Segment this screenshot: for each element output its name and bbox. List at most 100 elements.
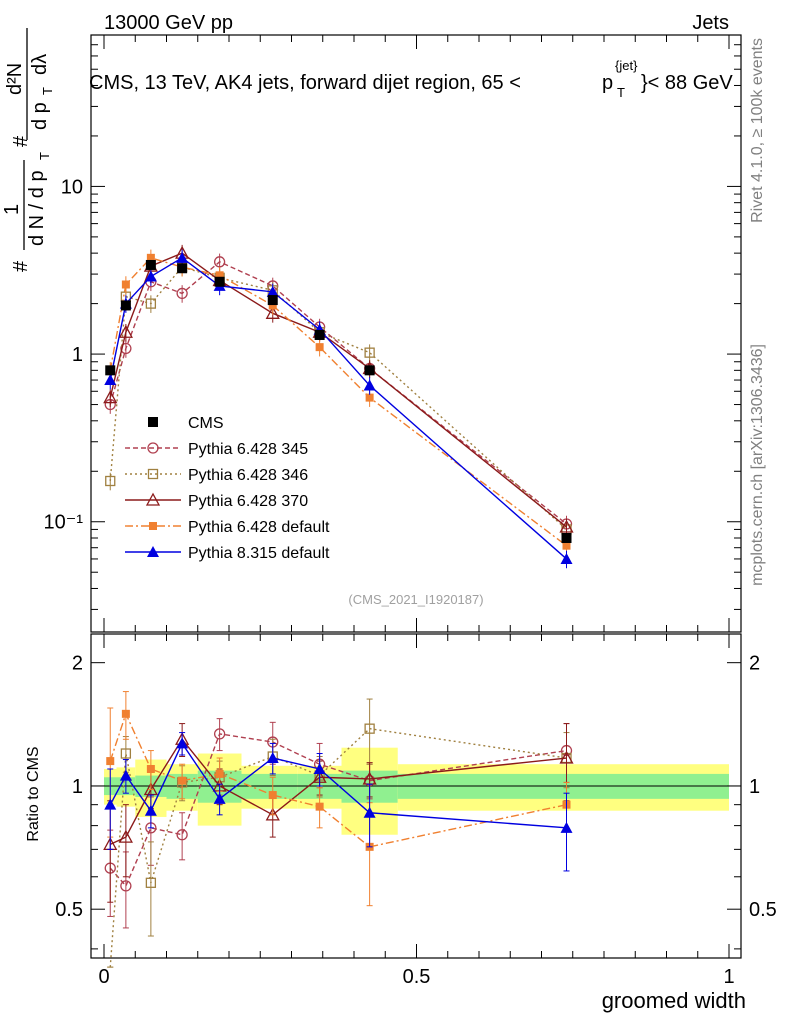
series-line-main	[109, 252, 567, 528]
data-point-main	[266, 285, 279, 297]
data-point-ratio	[144, 804, 157, 816]
axis-ticks	[91, 34, 741, 958]
legend-marker	[145, 492, 161, 506]
data-point-ratio	[266, 752, 279, 764]
data-point-main	[215, 271, 224, 280]
data-point-ratio	[178, 776, 187, 785]
data-point-ratio	[215, 769, 224, 778]
data-point-ratio	[364, 723, 375, 734]
data-point-ratio	[176, 737, 189, 749]
data-point-main	[364, 365, 375, 376]
ylabel-one: 1	[1, 204, 23, 215]
x-tick-label: 1	[723, 966, 734, 988]
legend: CMS Pythia 6.428 345 Pythia 6.428 346 Pythi…	[125, 415, 330, 562]
legend-marker	[148, 417, 158, 427]
legend-marker	[147, 442, 159, 454]
data-point-ratio	[213, 792, 226, 804]
legend-marker	[149, 522, 157, 530]
series-line-main	[109, 257, 567, 547]
series-line-main	[109, 256, 567, 560]
plot-title: CMS, 13 TeV, AK4 jets, forward dijet reg…	[89, 58, 733, 100]
legend-entry-pythia-6-428-346: Pythia 6.428 346	[125, 467, 308, 484]
ratio-y-tick-label-right: 0.5	[749, 899, 777, 921]
data-point-ratio	[106, 757, 115, 766]
data-point-main	[314, 329, 325, 340]
data-point-main	[176, 287, 188, 300]
data-point-main	[213, 256, 226, 268]
series-pythia-6-428-default	[106, 249, 571, 907]
data-point-ratio	[104, 798, 117, 810]
ylabel-d2n: d²N	[4, 63, 26, 95]
x-tick-label: 0.5	[403, 966, 431, 988]
legend-label: Pythia 6.428 345	[188, 441, 308, 458]
data-point-main	[561, 532, 572, 543]
legend-entry-pythia-6-428-370: Pythia 6.428 370	[125, 492, 308, 510]
data-point-ratio	[146, 764, 155, 773]
plot-title-end: }< 88 GeV	[641, 72, 733, 94]
data-point-ratio	[176, 829, 188, 841]
axis-tick-labels: 0 0.5 1 10 1 10⁻¹ 2 2 1 1 0.5 0.5	[44, 176, 777, 988]
data-point-ratio	[560, 821, 573, 833]
ylabel-hash: #	[10, 260, 32, 272]
main-y-tick-label: 10	[61, 176, 83, 198]
ratio-y-tick-label: 2	[72, 653, 83, 675]
legend-entry-cms: CMS	[148, 415, 224, 432]
mcplots-label: mcplots.cern.ch [arXiv:1306.3436]	[749, 344, 766, 586]
legend-label: Pythia 6.428 346	[188, 467, 308, 484]
data-point-main	[214, 276, 225, 287]
plot-title-sup: {jet}	[615, 58, 638, 73]
legend-entry-pythia-6-428-default: Pythia 6.428 default	[125, 519, 330, 536]
data-point-ratio	[213, 728, 226, 740]
analysis-id: (CMS_2021_I1920187)	[348, 592, 483, 607]
ratio-y-tick-label-right: 1	[749, 776, 760, 798]
legend-marker	[147, 468, 159, 480]
data-point-ratio	[559, 750, 574, 764]
data-point-main	[365, 393, 374, 402]
data-point-main	[268, 301, 277, 310]
data-point-main	[121, 280, 130, 289]
plot-title-sub: T	[617, 85, 625, 100]
data-point-main	[560, 552, 573, 564]
legend-label: Pythia 8.315 default	[188, 545, 330, 562]
data-point-main	[118, 324, 133, 338]
data-point-main	[146, 253, 155, 262]
legend-marker	[147, 546, 159, 557]
ylabel-t-sub: T	[37, 152, 52, 160]
data-point-main	[145, 259, 156, 270]
ratio-y-tick-label: 1	[72, 776, 83, 798]
main-y-axis-label: # 1 d N / d p T # d²N d p T dλ	[1, 28, 55, 272]
data-point-main	[364, 347, 375, 358]
ylabel-dpt: d p	[29, 102, 51, 130]
legend-entry-pythia-6-428-345: Pythia 6.428 345	[125, 441, 308, 458]
data-point-main	[176, 251, 189, 263]
series-line-main	[109, 266, 567, 530]
plot-title-main: CMS, 13 TeV, AK4 jets, forward dijet reg…	[89, 72, 521, 94]
data-point-ratio	[315, 802, 324, 811]
data-point-ratio	[119, 769, 132, 781]
data-point-main	[120, 342, 132, 355]
main-y-tick-label: 1	[72, 344, 83, 366]
legend-label: Pythia 6.428 370	[188, 493, 308, 510]
data-point-main	[177, 263, 188, 274]
ylabel-dlambda: dλ	[29, 54, 51, 75]
data-point-main	[559, 519, 574, 533]
ylabel-hash2: #	[10, 135, 32, 147]
plot-title-p: p	[602, 72, 613, 94]
data-point-main	[120, 300, 131, 311]
data-point-ratio	[145, 877, 157, 888]
data-point-ratio	[313, 762, 326, 774]
legend-entry-pythia-8-315-default: Pythia 8.315 default	[125, 545, 330, 562]
data-point-main	[104, 374, 117, 386]
data-point-main	[145, 298, 157, 309]
data-series	[103, 244, 574, 968]
data-point-main	[105, 365, 116, 376]
data-point-main	[105, 475, 116, 487]
data-point-main	[265, 305, 280, 319]
data-point-ratio	[120, 748, 132, 759]
ylabel-t-sub2: T	[40, 87, 55, 95]
data-point-ratio	[121, 709, 130, 718]
data-point-ratio	[363, 806, 376, 818]
x-tick-label: 0	[98, 966, 109, 988]
ratio-y-tick-label: 0.5	[55, 899, 83, 921]
